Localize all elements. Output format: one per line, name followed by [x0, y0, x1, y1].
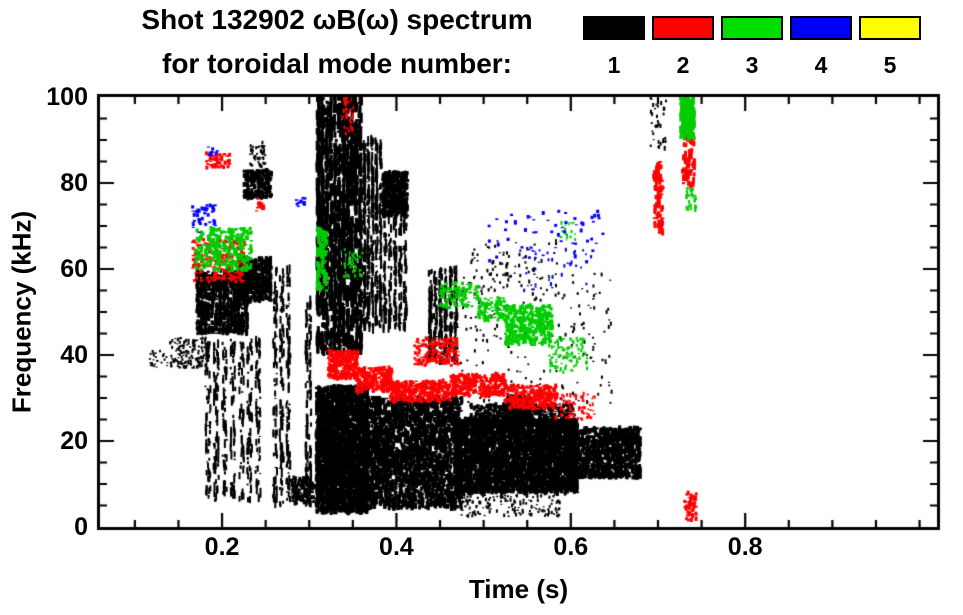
x-tick-label: 0.6 — [553, 533, 589, 561]
x-tick-label: 0.4 — [379, 533, 414, 561]
y-tick-label: 40 — [60, 341, 88, 369]
legend-swatch-5 — [859, 16, 921, 40]
legend-label-4: 4 — [814, 52, 828, 78]
legend-swatch-1 — [583, 16, 645, 40]
legend-swatch-3 — [721, 16, 783, 40]
y-tick-label: 100 — [46, 83, 88, 111]
chart-title: Shot 132902 ωB(ω) spectrum — [141, 4, 533, 35]
x-tick-label: 0.2 — [204, 533, 240, 561]
y-tick-label: 20 — [60, 427, 88, 455]
legend-labels: 1 2 3 4 5 — [583, 52, 921, 79]
y-axis-title: Frequency (kHz) — [6, 210, 37, 414]
legend-label-3: 3 — [745, 52, 759, 78]
legend-label-5: 5 — [883, 52, 897, 78]
legend-swatch-4 — [790, 16, 852, 40]
chart-subtitle: for toroidal mode number: — [162, 48, 512, 79]
y-tick-label: 60 — [60, 255, 88, 283]
legend — [583, 16, 921, 40]
legend-swatch-2 — [652, 16, 714, 40]
x-axis-title: Time (s) — [468, 574, 569, 604]
y-tick-label: 80 — [60, 169, 88, 197]
legend-label-1: 1 — [607, 52, 621, 78]
legend-label-2: 2 — [676, 52, 690, 78]
y-tick-label: 0 — [74, 513, 88, 541]
x-tick-label: 0.8 — [727, 533, 763, 561]
